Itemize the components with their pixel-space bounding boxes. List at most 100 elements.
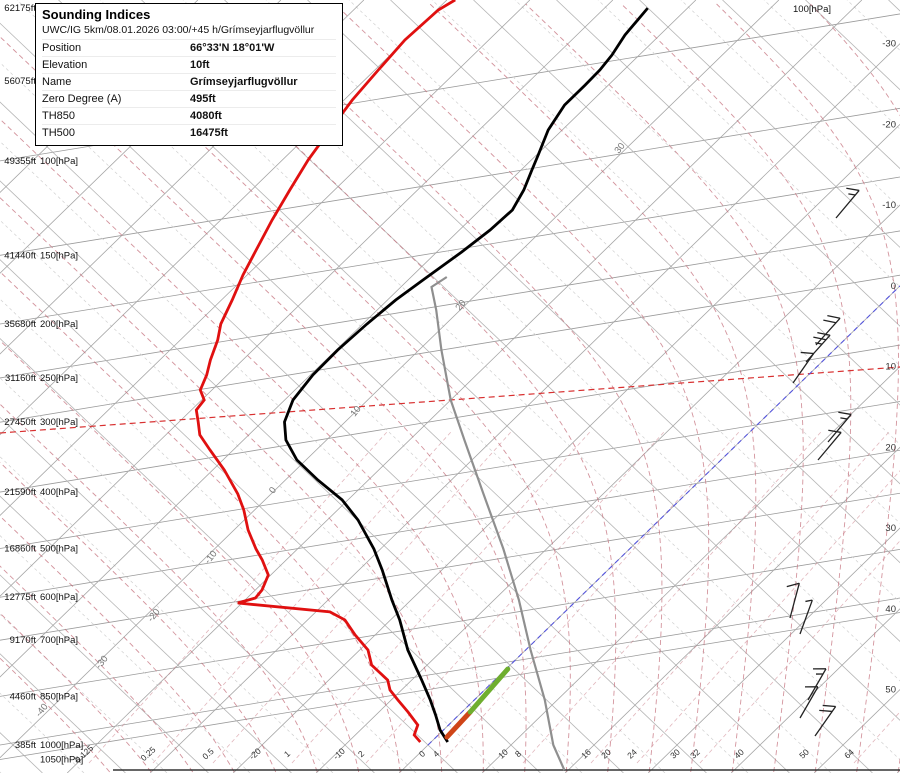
moist-adiabat-line [716,3,899,773]
wind-barb-feather [800,351,814,355]
cape-segment-upper [467,666,511,715]
isotherm-line [0,0,780,759]
isobar-line [0,549,900,697]
mixing-ratio-line [522,429,823,764]
inline-grid-label: -20 [145,607,162,625]
isotherm-line [564,446,900,773]
info-label: Zero Degree (A) [42,93,122,105]
wind-barb-half-feather [815,342,823,345]
moist-adiabat-line [0,461,277,773]
left-axis-pressure-label: 500[hPa] [40,543,78,554]
dry-adiabat-line [888,0,900,12]
inline-grid-label: -30 [93,654,110,672]
inline-grid-label: 30 [612,141,627,156]
left-axis-ft-label: 62175ft [4,3,36,14]
left-axis-ft-label: 12775ft [4,592,36,603]
bottom-axis-label: 10 [496,747,510,761]
cape-segment-lower [444,709,473,740]
left-axis-ft-label: 27450ft [4,417,36,428]
left-axis-pressure-label: 300[hPa] [40,417,78,428]
isobar-line [0,274,900,423]
wind-barb-half-feather [805,599,813,603]
bottom-axis-label: 1 [282,748,292,759]
left-axis-pressure-label: 400[hPa] [40,487,78,498]
dry-adiabat-minor-line [182,0,900,682]
isotherm-line [647,527,900,773]
bottom-axis-label: 40 [732,747,746,761]
mixing-ratio-line [853,711,900,764]
isotherm-line [813,688,900,773]
right-axis-temp-label: -20 [882,119,896,130]
dry-adiabat-line [0,574,209,773]
wind-barb [799,599,813,635]
dry-adiabat-minor-line [0,771,2,773]
moist-adiabat-line [0,197,443,773]
right-axis-temp-label: -30 [882,39,896,50]
sounding-indices-panel: Sounding Indices UWC/IG 5km/08.01.2026 0… [35,3,343,146]
info-row: Position 66°33'N 18°01'W [42,39,336,56]
inline-grid-label: 0 [267,485,279,496]
info-label: Position [42,42,82,54]
wind-barb-half-feather [848,193,856,196]
wind-barb-feather [828,429,842,434]
left-axis-pressure-label: 250[hPa] [40,373,78,384]
wind-barb-feather [786,582,800,588]
bottom-axis-label: 8 [513,748,523,759]
info-label: Name [42,76,72,88]
mixing-ratio-line [365,429,666,764]
info-value: Grímseyjarflugvöllur [190,76,298,88]
isobar-line [0,492,900,641]
dry-adiabat-minor-line [0,613,168,773]
moist-adiabat-line [621,3,852,773]
isotherm-line [149,43,900,773]
isotherm-line [0,0,531,516]
wind-barb-feather [823,319,837,324]
mixing-ratio-line [440,429,741,764]
mixing-ratio-line [636,470,900,764]
left-axis-ft-label: 41440ft [4,250,36,261]
dry-adiabat-minor-line [16,0,832,773]
wind-barb-feather [846,187,860,192]
info-row: Zero Degree (A) 495ft [42,90,336,107]
dry-adiabat-line [473,0,900,406]
left-axis-ft-label: 16860ft [4,543,36,554]
info-value: 16475ft [190,127,228,139]
dry-adiabat-line [0,495,292,773]
dry-adiabat-line [307,0,900,564]
wind-barb-feather [817,331,831,336]
moist-adiabat-line [334,3,710,773]
panel-subtitle: UWC/IG 5km/08.01.2026 03:00/+45 h/Grímse… [42,24,315,36]
isotherm-line [481,366,900,773]
isotherm-line [730,608,900,773]
wind-barb-feather [822,704,836,708]
info-value: 66°33'N 18°01'W [190,42,275,54]
left-axis-ft-label: 385ft [15,740,36,751]
mixing-ratio-line [152,429,453,764]
isobar-line [0,597,900,746]
dry-adiabat-line [639,0,900,248]
left-axis-pressure-label: 600[hPa] [40,592,78,603]
mixing-ratio-line [590,429,891,764]
dry-adiabat-line [0,101,707,773]
bottom-axis-label: 0 [417,748,427,759]
dry-adiabat-minor-line [348,0,900,524]
moist-adiabat-line [0,515,235,773]
panel-title: Sounding Indices [42,7,151,22]
left-axis-pressure-label: 850[hPa] [40,691,78,702]
moist-adiabat-line [429,3,757,773]
left-axis-ft-label: 49355ft [4,156,36,167]
left-axis-ft-label: 56075ft [4,76,36,87]
isotherm-line [398,285,900,773]
bottom-axis-label: 0.25 [138,744,157,763]
left-axis-pressure-label: 1000[hPa] [40,740,83,751]
dry-adiabat-line [556,0,900,327]
isotherm-line [315,204,900,773]
mixing-ratio-line [291,429,592,764]
right-axis-temp-label: 40 [885,604,896,615]
mixing-ratio-line [699,540,900,764]
right-axis-temp-label: 20 [885,442,896,453]
isobar-line [0,449,900,598]
left-axis-ft-label: 9170ft [10,635,37,646]
wind-barb [815,317,841,346]
